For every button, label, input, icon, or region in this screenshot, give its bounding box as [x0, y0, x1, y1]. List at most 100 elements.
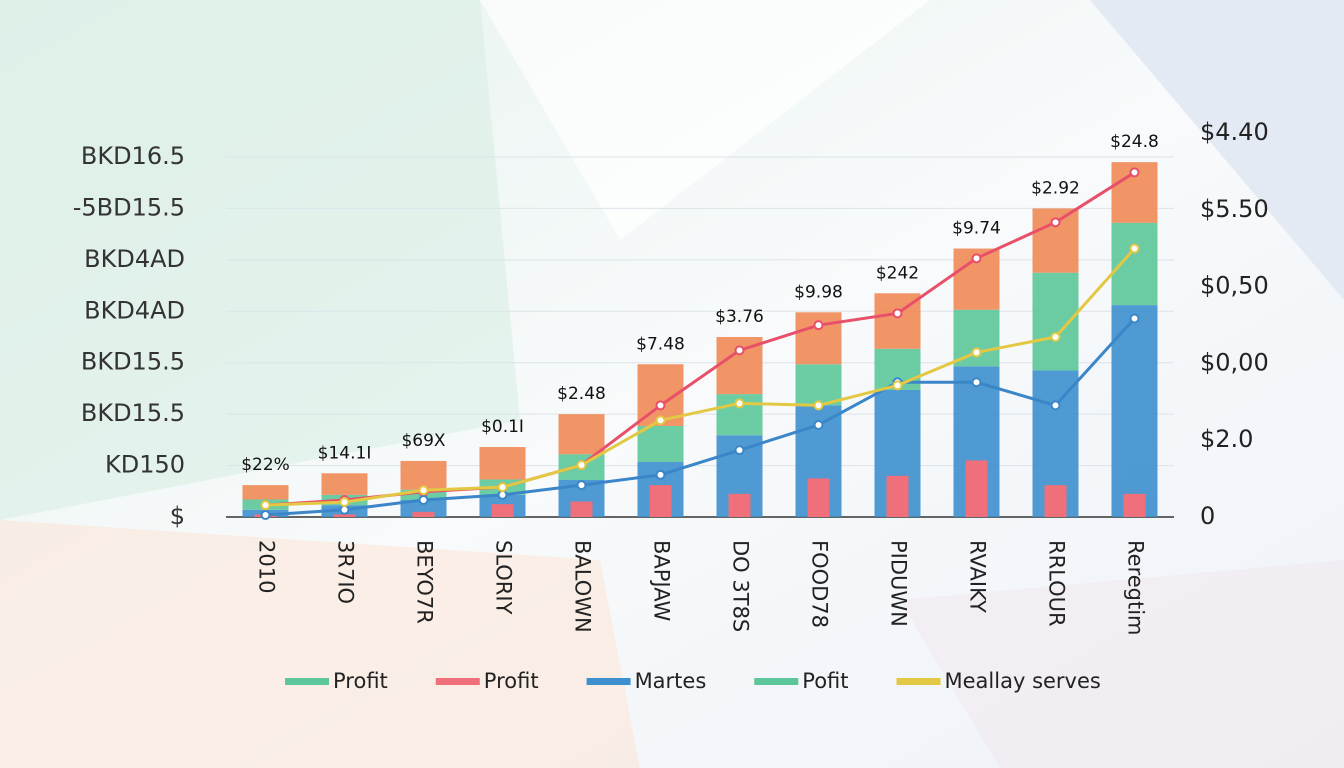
legend-swatch — [435, 678, 480, 685]
y-tick-label: BKD4AD — [84, 245, 185, 273]
y2-tick-label: $0,50 — [1200, 272, 1269, 300]
bar-segment — [400, 460, 447, 490]
background-shape — [0, 520, 640, 768]
line-point — [1050, 217, 1061, 228]
bar-annotation: $69X — [401, 431, 445, 451]
bar-annotation: $7.48 — [636, 334, 685, 354]
line-point — [1129, 167, 1140, 178]
y-tick-label: BKD4AD — [84, 296, 185, 324]
y2-tick-label: 0 — [1200, 502, 1215, 530]
line-point — [339, 497, 350, 508]
y2-tick-label: $4.40 — [1200, 118, 1269, 146]
bar-annotation: $2.48 — [557, 384, 606, 404]
line-point — [497, 482, 508, 493]
overlay-bar — [728, 493, 751, 517]
overlay-bar — [412, 511, 435, 517]
x-tick-label: PIDUWN — [887, 540, 911, 627]
y-tick-label: $ — [170, 502, 185, 530]
bar-segment — [795, 364, 842, 406]
y-tick-label: -5BD15.5 — [73, 193, 185, 221]
x-tick-label: Reregtim — [1124, 540, 1148, 636]
overlay-bar — [491, 504, 514, 517]
line-point — [813, 419, 824, 430]
x-tick-label: SLORIY — [492, 540, 516, 615]
x-tick-label: RVAIKY — [966, 540, 990, 613]
x-tick-label: BAPJAW — [650, 540, 674, 621]
y2-tick-label: $0,00 — [1200, 348, 1269, 376]
line-point — [655, 400, 666, 411]
legend-swatch — [754, 678, 799, 685]
bar-segment — [637, 425, 684, 462]
line-point — [1050, 332, 1061, 342]
legend-swatch — [586, 678, 631, 685]
line-point — [734, 345, 745, 356]
legend-swatch — [285, 678, 329, 685]
y-tick-label: BKD16.5 — [81, 142, 185, 170]
bar-annotation: $9.74 — [952, 219, 1001, 239]
line-point — [892, 308, 903, 319]
line-point — [260, 509, 271, 520]
x-tick-label: DO 3T8S — [729, 540, 753, 632]
y2-tick-label: $5.50 — [1200, 195, 1269, 223]
line-point — [971, 253, 982, 264]
legend-swatch — [896, 678, 941, 685]
x-tick-label: 2010 — [255, 540, 279, 593]
bar-segment — [795, 312, 842, 365]
line-point — [1129, 243, 1140, 254]
bar-segment — [1111, 305, 1158, 517]
line-point — [418, 495, 429, 506]
overlay-bar — [1123, 493, 1146, 517]
overlay-bar — [649, 485, 672, 517]
line-point — [813, 320, 824, 331]
line-point — [892, 380, 903, 391]
legend-label: Meallay serves — [945, 669, 1101, 693]
line-point — [576, 460, 587, 471]
overlay-bar — [886, 475, 909, 517]
bar-annotation: $14.1I — [318, 443, 372, 463]
bar-annotation: $22% — [241, 455, 290, 475]
legend-label: Profit — [484, 669, 539, 693]
overlay-bar — [1044, 485, 1067, 517]
bar-annotation: $0.1I — [481, 417, 524, 437]
line-point — [655, 469, 666, 480]
bar-annotation: $9.98 — [794, 282, 843, 302]
background-shape — [480, 0, 930, 240]
line-point — [734, 398, 745, 409]
x-tick-label: FOOD78 — [808, 540, 832, 628]
line-point — [1129, 313, 1140, 324]
y2-tick-label: $2.0 — [1200, 425, 1253, 453]
overlay-bar — [333, 514, 356, 517]
line-point — [734, 445, 745, 456]
bar-annotation: $242 — [876, 263, 919, 283]
bar-segment — [400, 500, 447, 517]
background-shape — [900, 560, 1344, 768]
bar-segment — [242, 485, 289, 500]
bar-segment — [321, 473, 368, 495]
bar-segment — [1111, 222, 1158, 306]
overlay-bar — [807, 478, 830, 517]
legend-label: Pofit — [802, 669, 848, 693]
line-point — [576, 480, 587, 491]
line — [265, 317, 1136, 517]
line-point — [260, 500, 271, 511]
bar-annotation: $2.92 — [1031, 178, 1080, 198]
y-tick-label: BKD15.5 — [81, 399, 185, 427]
overlay-bar — [570, 501, 593, 517]
legend-label: Profit — [333, 669, 388, 693]
line-point — [813, 400, 824, 411]
bar-annotation: $3.76 — [715, 307, 764, 327]
x-tick-label: BALOWN — [571, 540, 595, 633]
line-point — [655, 415, 666, 426]
background-shape — [1090, 0, 1344, 300]
line-point — [418, 485, 429, 496]
x-tick-label: BEYO7R — [413, 540, 437, 624]
legend-label: Martes — [635, 669, 707, 693]
bar-segment — [1032, 272, 1079, 371]
bar-segment — [558, 414, 605, 455]
y-tick-label: BKD15.5 — [81, 348, 185, 376]
y-tick-label: KD150 — [105, 451, 185, 479]
bar-annotation: $24.8 — [1110, 132, 1159, 152]
line-point — [971, 347, 982, 358]
bar-segment — [479, 447, 526, 480]
